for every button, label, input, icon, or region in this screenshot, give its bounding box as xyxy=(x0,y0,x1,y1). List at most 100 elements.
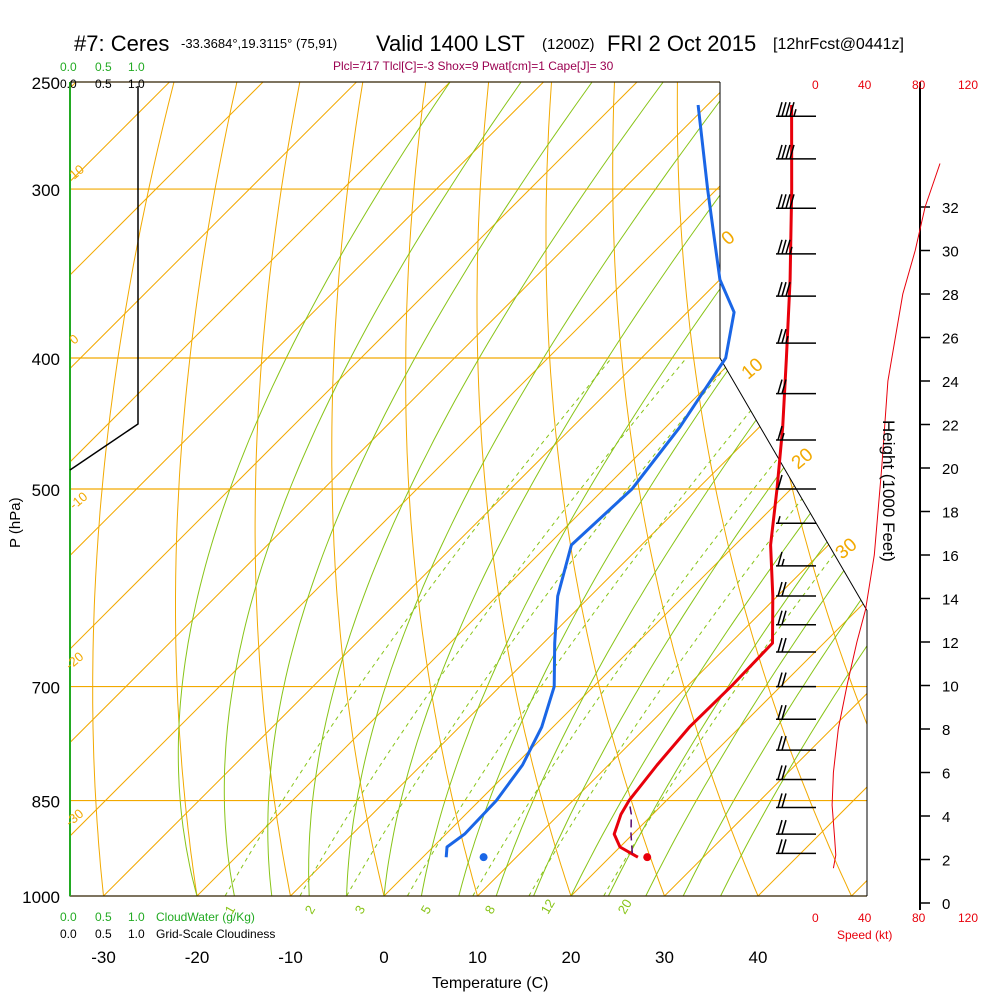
wind-barb xyxy=(776,475,816,489)
temperature-tick-label: 30 xyxy=(655,948,674,967)
wind-barb-flag xyxy=(778,329,782,343)
height-axis-title: Height (1000 Feet) xyxy=(879,420,898,562)
wind-barb xyxy=(776,736,816,750)
height-tick-label: 30 xyxy=(942,244,959,261)
mixing-ratio-line xyxy=(473,358,860,896)
pressure-tick-label: 300 xyxy=(32,181,60,200)
mixing-ratio-line xyxy=(300,358,687,896)
dry-adiabat-label: 20 xyxy=(788,444,818,474)
wind-barb xyxy=(776,611,816,625)
wind-barb xyxy=(776,705,816,719)
mixing-ratio-line xyxy=(529,358,916,896)
surface-temperature-point xyxy=(643,853,651,861)
pressure-tick-label: 400 xyxy=(32,350,60,369)
height-tick-label: 28 xyxy=(942,287,959,304)
wind-barb-flag xyxy=(778,552,782,566)
cloud-water-tick-top: 1.0 xyxy=(128,60,145,74)
cloud-water-tick-bottom: 0.0 xyxy=(60,910,77,924)
wind-barb xyxy=(776,194,816,208)
speed-tick-top: 120 xyxy=(958,78,978,92)
wind-barb-flag xyxy=(782,611,786,625)
cloudiness-title: Grid-Scale Cloudiness xyxy=(156,927,275,941)
speed-tick-bottom: 120 xyxy=(958,911,978,925)
wind-barb-half xyxy=(778,516,780,523)
height-tick-label: 2 xyxy=(942,853,950,870)
height-tick-label: 22 xyxy=(942,418,959,435)
skewt-grid xyxy=(0,82,1000,896)
cloudiness-tick-top: 0.0 xyxy=(60,77,77,91)
mixing-ratio-label: 3 xyxy=(352,903,369,917)
temperature-tick-label: -10 xyxy=(278,948,303,967)
wind-barb-flag xyxy=(778,638,782,652)
dry-adiabat-label: -20 xyxy=(62,649,86,673)
cloud-water-tick-top: 0.0 xyxy=(60,60,77,74)
wind-barb-flag xyxy=(778,380,782,394)
wind-barb xyxy=(776,582,816,596)
speed-tick-top: 80 xyxy=(912,78,926,92)
cloudiness-tick-bottom: 0.5 xyxy=(95,927,112,941)
speed-tick-top: 0 xyxy=(812,78,819,92)
speed-tick-top: 40 xyxy=(858,78,872,92)
surface-dewpoint-point xyxy=(480,853,488,861)
forecast-label: [12hrFcst@0441z] xyxy=(773,36,904,53)
wind-barb-flag xyxy=(782,145,786,159)
wind-barb xyxy=(776,145,816,159)
wind-barb-flag xyxy=(782,673,786,687)
height-tick-label: 0 xyxy=(942,896,950,913)
dry-adiabat xyxy=(929,82,1000,896)
mixing-ratio-label: 8 xyxy=(482,903,499,917)
valid-date: FRI 2 Oct 2015 xyxy=(607,31,756,56)
cloud-water-title: CloudWater (g/Kg) xyxy=(156,910,255,924)
wind-barb-flag xyxy=(778,194,782,208)
wind-barb-half xyxy=(782,559,784,566)
cloudiness-tick-top: 1.0 xyxy=(128,77,145,91)
sounding-profiles xyxy=(446,105,792,861)
cloudiness-profile xyxy=(70,86,138,470)
wind-barb-flag xyxy=(778,705,782,719)
wind-barb-flag xyxy=(782,638,786,652)
height-tick-label: 12 xyxy=(942,635,959,652)
wind-barb-half xyxy=(794,109,796,116)
wind-barb xyxy=(776,102,816,116)
wind-barb-flag xyxy=(778,673,782,687)
mixing-ratio-line xyxy=(604,358,991,896)
wind-barb-flag xyxy=(782,329,786,343)
dry-adiabat-label: 10 xyxy=(738,354,768,384)
temperature-profile xyxy=(614,105,792,857)
dry-adiabat-label: -30 xyxy=(62,806,86,830)
wind-barb-flag xyxy=(786,102,790,116)
temperature-tick-label: -20 xyxy=(185,948,210,967)
wind-barb-flag xyxy=(782,102,786,116)
dry-adiabat-label: 0 xyxy=(66,331,81,347)
dry-adiabat xyxy=(992,82,1000,896)
mixing-ratio-line xyxy=(225,358,611,896)
station-title: #7: Ceres xyxy=(74,31,169,56)
pressure-tick-label: 500 xyxy=(32,481,60,500)
valid-zulu: (1200Z) xyxy=(542,36,595,53)
cloud-water-tick-top: 0.5 xyxy=(95,60,112,74)
cloud-water-tick-bottom: 0.5 xyxy=(95,910,112,924)
speed-axis-title: Speed (kt) xyxy=(837,928,892,942)
wind-barb xyxy=(776,329,816,343)
mixing-ratio-label: 5 xyxy=(418,903,435,917)
height-tick-label: 6 xyxy=(942,766,950,783)
indices-line: Plcl=717 Tlcl[C]=-3 Shox=9 Pwat[cm]=1 Ca… xyxy=(333,59,614,73)
height-tick-label: 26 xyxy=(942,331,959,348)
wind-barb-flag xyxy=(786,145,790,159)
valid-time: Valid 1400 LST xyxy=(376,31,525,56)
speed-tick-bottom: 40 xyxy=(858,911,872,925)
speed-tick-bottom: 80 xyxy=(912,911,926,925)
mixing-ratio-label: 2 xyxy=(302,903,319,917)
wind-barb xyxy=(776,820,816,834)
pressure-tick-label: 1000 xyxy=(22,888,60,907)
wind-barb-flag xyxy=(778,765,782,779)
wind-barb-flag xyxy=(778,736,782,750)
speed-tick-bottom: 0 xyxy=(812,911,819,925)
height-tick-label: 14 xyxy=(942,592,959,609)
y-axis-title: P (hPa) xyxy=(7,497,24,548)
dewpoint-profile xyxy=(446,105,734,857)
cloudiness-tick-bottom: 1.0 xyxy=(128,927,145,941)
wind-barb-flag xyxy=(782,582,786,596)
